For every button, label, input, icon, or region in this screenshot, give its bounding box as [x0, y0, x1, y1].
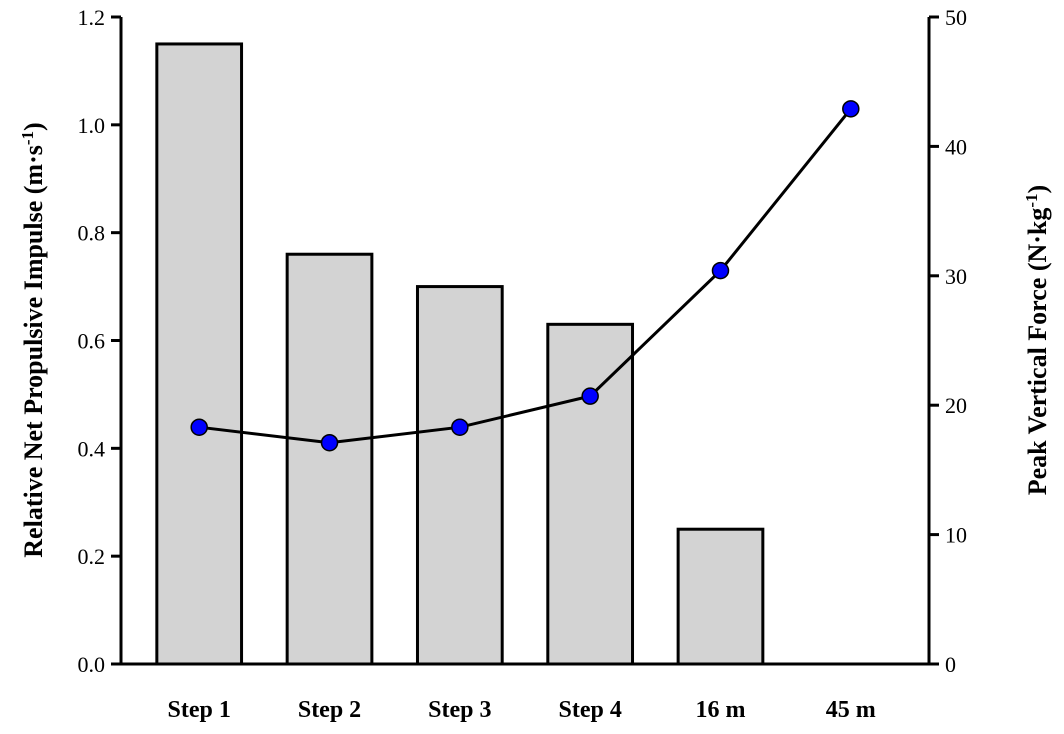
bar	[155, 42, 244, 666]
x-tick-label: 45 m	[826, 697, 876, 723]
bar	[285, 252, 374, 666]
y2-tick-label: 40	[945, 134, 967, 159]
bar-series	[155, 42, 765, 666]
y-tick-label: 0.8	[78, 221, 106, 246]
x-tick-label: Step 2	[298, 697, 361, 723]
data-point	[320, 433, 339, 452]
y2-tick-label: 50	[945, 5, 967, 30]
bar	[415, 285, 504, 666]
y2-tick-label: 0	[945, 652, 956, 677]
x-tick-label: Step 4	[558, 697, 621, 723]
data-point	[842, 100, 860, 118]
y-tick-label: 0.6	[78, 329, 106, 354]
y2-tick-label: 20	[945, 393, 967, 418]
y-tick-label: 1.0	[78, 113, 106, 138]
data-point	[190, 418, 208, 436]
y-tick-label: 0.0	[78, 652, 106, 677]
data-point	[581, 387, 599, 405]
y-tick-label: 1.2	[78, 5, 106, 30]
y2-axis-title: Peak Vertical Force (N·kg-1)	[1022, 185, 1053, 495]
y-axis-ticks: 0.0 0.2 0.4 0.6 0.8 1.0 1.2	[78, 5, 121, 677]
series-line	[199, 107, 852, 445]
x-tick-label: Step 3	[428, 697, 491, 723]
x-tick-label: 16 m	[695, 697, 745, 723]
y-axis-title: Relative Net Propulsive Impulse (m·s-1)	[18, 122, 49, 557]
bar	[676, 527, 765, 666]
y2-tick-label: 30	[945, 264, 967, 289]
line-series	[190, 100, 860, 452]
bar	[546, 322, 635, 666]
x-tick-label: Step 1	[168, 697, 231, 723]
data-point	[451, 418, 469, 436]
y2-tick-label: 10	[945, 523, 967, 548]
data-point	[711, 261, 730, 280]
y-tick-label: 0.4	[78, 436, 106, 461]
x-axis-labels: Step 1 Step 2 Step 3 Step 4 16 m 45 m	[168, 697, 876, 723]
y2-axis-ticks: 0 10 20 30 40 50	[929, 5, 967, 677]
y-tick-label: 0.2	[78, 544, 106, 569]
